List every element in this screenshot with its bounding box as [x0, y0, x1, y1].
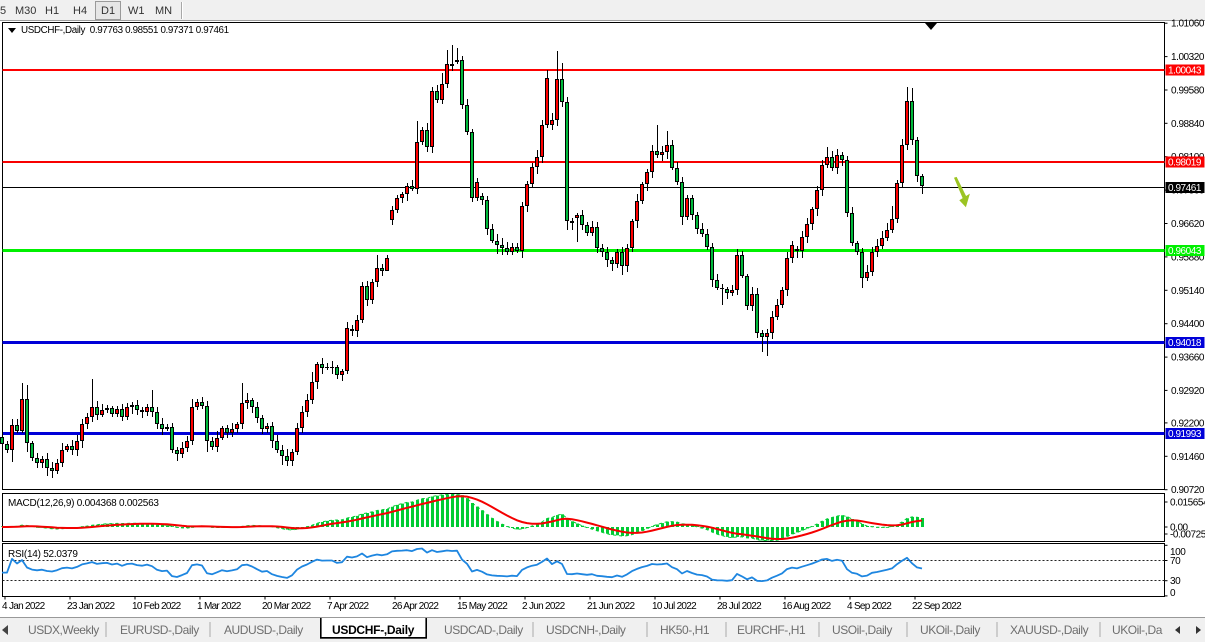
svg-text:1.00043: 1.00043	[1168, 66, 1202, 77]
svg-text:AUDUSD-,Daily: AUDUSD-,Daily	[224, 623, 303, 637]
svg-text:0.015654: 0.015654	[1170, 498, 1205, 509]
svg-text:0.96620: 0.96620	[1171, 219, 1205, 230]
svg-text:10 Feb 2022: 10 Feb 2022	[132, 601, 182, 612]
svg-text:70: 70	[1170, 556, 1181, 567]
svg-text:2 Jun 2022: 2 Jun 2022	[522, 601, 566, 612]
svg-text:USDCAD-,Daily: USDCAD-,Daily	[444, 623, 523, 637]
svg-text:1 Mar 2022: 1 Mar 2022	[197, 601, 242, 612]
svg-text:0.96043: 0.96043	[1168, 246, 1202, 257]
svg-text:UKOil-,Da: UKOil-,Da	[1112, 623, 1163, 637]
svg-text:H1: H1	[45, 5, 59, 17]
svg-text:28 Jul 2022: 28 Jul 2022	[717, 601, 762, 612]
svg-text:23 Jan 2022: 23 Jan 2022	[67, 601, 115, 612]
svg-text:0.90720: 0.90720	[1171, 485, 1205, 496]
svg-text:HK50-,H1: HK50-,H1	[660, 623, 710, 637]
svg-text:1.01060: 1.01060	[1171, 19, 1205, 30]
svg-text:0.97461: 0.97461	[1168, 183, 1202, 194]
svg-text:0.92920: 0.92920	[1171, 386, 1205, 397]
svg-text:-0.00725: -0.00725	[1170, 530, 1205, 541]
svg-text:15 May 2022: 15 May 2022	[457, 601, 508, 612]
svg-text:RSI(14) 52.0379: RSI(14) 52.0379	[8, 549, 78, 560]
svg-text:USDX,Weekly: USDX,Weekly	[28, 623, 99, 637]
svg-text:22 Sep 2022: 22 Sep 2022	[912, 601, 962, 612]
svg-text:0.93660: 0.93660	[1171, 353, 1205, 364]
svg-text:5: 5	[0, 5, 6, 17]
svg-text:EURUSD-,Daily: EURUSD-,Daily	[120, 623, 199, 637]
svg-text:20 Mar 2022: 20 Mar 2022	[262, 601, 312, 612]
svg-text:USDCHF-,Daily 0.97763 0.98551: USDCHF-,Daily 0.97763 0.98551 0.97371 0.…	[21, 25, 229, 36]
svg-text:USDCHF-,Daily: USDCHF-,Daily	[332, 623, 415, 637]
svg-text:4 Jan 2022: 4 Jan 2022	[2, 601, 46, 612]
svg-text:0.91993: 0.91993	[1168, 429, 1202, 440]
svg-text:0.94018: 0.94018	[1168, 338, 1202, 349]
svg-text:0.91460: 0.91460	[1171, 452, 1205, 463]
svg-text:D1: D1	[101, 5, 115, 17]
svg-text:10 Jul 2022: 10 Jul 2022	[652, 601, 697, 612]
svg-text:16 Aug 2022: 16 Aug 2022	[782, 601, 832, 612]
svg-text:0.98019: 0.98019	[1168, 158, 1202, 169]
svg-text:0.94400: 0.94400	[1171, 319, 1205, 330]
svg-text:USDCNH-,Daily: USDCNH-,Daily	[546, 623, 626, 637]
svg-text:7 Apr 2022: 7 Apr 2022	[327, 601, 370, 612]
svg-text:21 Jun 2022: 21 Jun 2022	[587, 601, 635, 612]
svg-text:W1: W1	[128, 5, 145, 17]
svg-text:MN: MN	[155, 5, 172, 17]
svg-text:XAUUSD-,Daily: XAUUSD-,Daily	[1010, 623, 1089, 637]
svg-text:MACD(12,26,9) 0.004368 0.00256: MACD(12,26,9) 0.004368 0.002563	[8, 498, 159, 509]
svg-text:UKOil-,Daily: UKOil-,Daily	[920, 623, 980, 637]
svg-text:H4: H4	[73, 5, 87, 17]
svg-text:0.92200: 0.92200	[1171, 418, 1205, 429]
svg-text:0: 0	[1170, 588, 1176, 599]
svg-text:USOil-,Daily: USOil-,Daily	[832, 623, 892, 637]
svg-text:EURCHF-,H1: EURCHF-,H1	[737, 623, 806, 637]
svg-text:30: 30	[1170, 576, 1181, 587]
svg-text:M30: M30	[15, 5, 36, 17]
svg-text:100: 100	[1170, 547, 1186, 558]
svg-text:1.00320: 1.00320	[1171, 52, 1205, 63]
svg-text:0.00: 0.00	[1170, 523, 1189, 534]
svg-text:0.98840: 0.98840	[1171, 119, 1205, 130]
svg-text:0.99580: 0.99580	[1171, 85, 1205, 96]
svg-text:0.95140: 0.95140	[1171, 286, 1205, 297]
svg-text:26 Apr 2022: 26 Apr 2022	[392, 601, 439, 612]
svg-text:4 Sep 2022: 4 Sep 2022	[847, 601, 892, 612]
svg-text:0.95880: 0.95880	[1171, 252, 1205, 263]
